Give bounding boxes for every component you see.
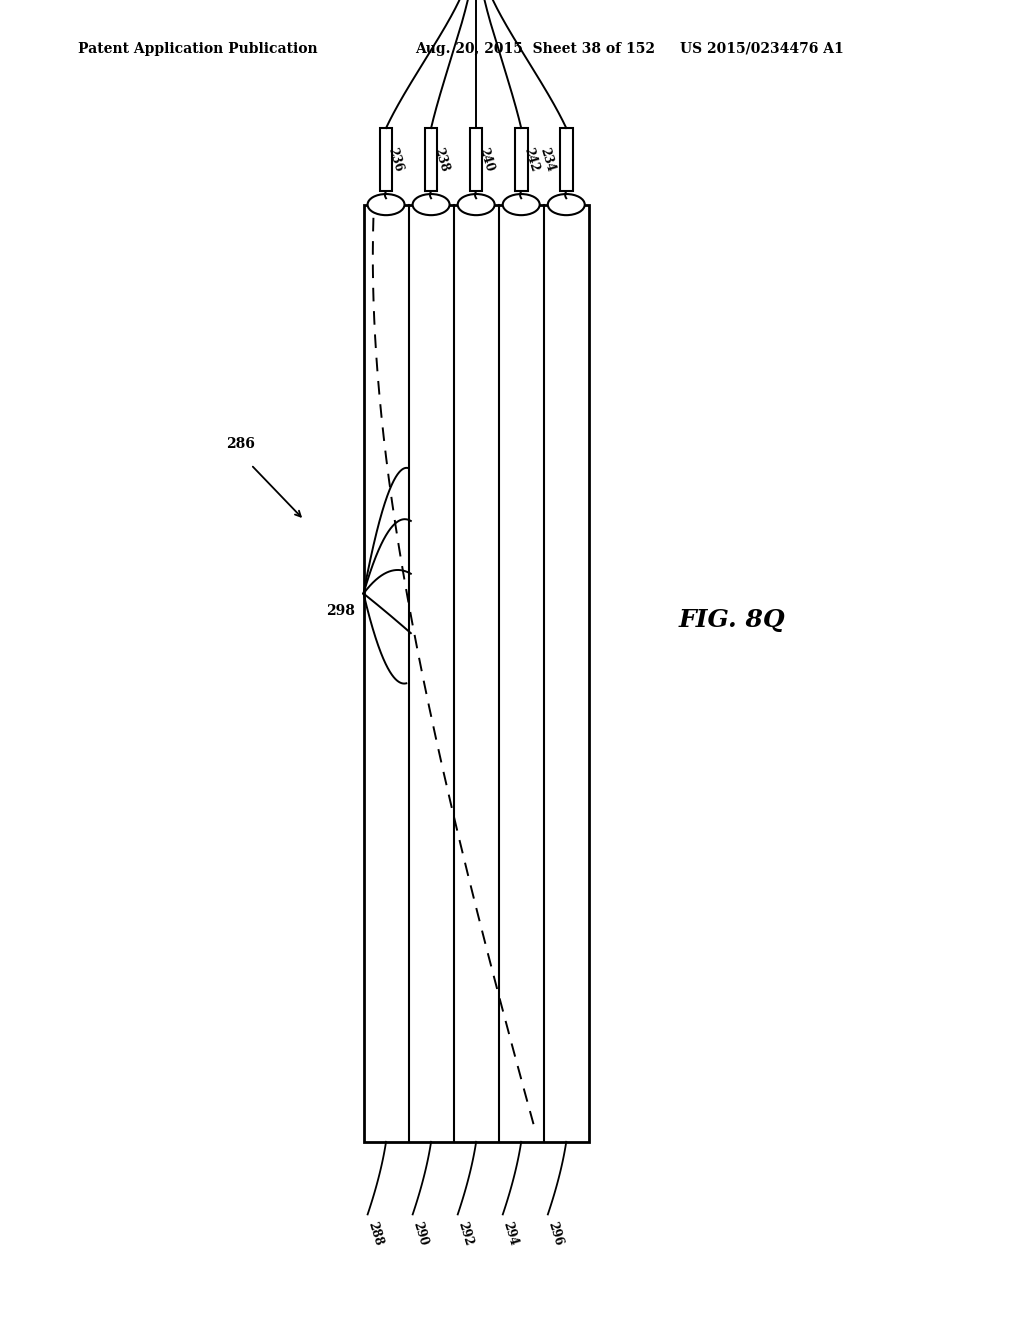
Text: 236: 236 <box>386 147 406 173</box>
Bar <box>560 128 572 191</box>
Text: 292: 292 <box>456 1220 475 1247</box>
Text: 286: 286 <box>226 437 255 451</box>
Bar <box>515 128 527 191</box>
Text: FIG. 8Q: FIG. 8Q <box>679 609 785 632</box>
Text: 296: 296 <box>546 1220 565 1247</box>
Text: 240: 240 <box>476 147 496 173</box>
Text: 234: 234 <box>538 147 557 173</box>
Text: 290: 290 <box>411 1220 430 1247</box>
Ellipse shape <box>548 194 585 215</box>
Text: 238: 238 <box>431 147 451 173</box>
Bar <box>364 205 589 1142</box>
Text: 288: 288 <box>366 1220 385 1247</box>
Bar <box>380 128 392 191</box>
Text: 242: 242 <box>521 147 541 173</box>
Text: US 2015/0234476 A1: US 2015/0234476 A1 <box>680 42 844 55</box>
Text: Aug. 20, 2015  Sheet 38 of 152: Aug. 20, 2015 Sheet 38 of 152 <box>415 42 655 55</box>
Ellipse shape <box>503 194 540 215</box>
Ellipse shape <box>368 194 404 215</box>
Ellipse shape <box>413 194 450 215</box>
Bar <box>470 128 482 191</box>
Text: 298: 298 <box>327 605 355 618</box>
Text: 294: 294 <box>501 1220 520 1247</box>
Ellipse shape <box>458 194 495 215</box>
Bar <box>425 128 437 191</box>
Text: Patent Application Publication: Patent Application Publication <box>78 42 317 55</box>
